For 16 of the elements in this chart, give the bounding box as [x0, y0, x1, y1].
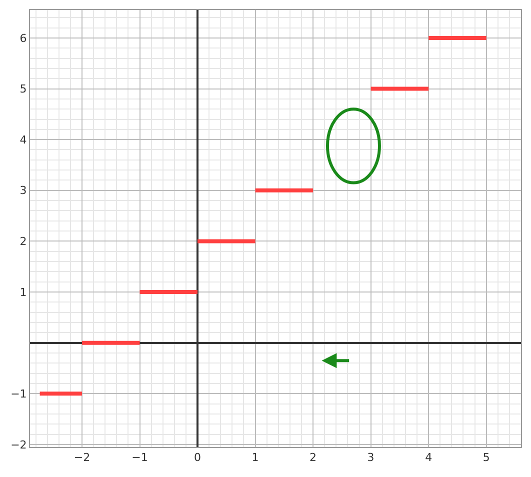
y-tick-label: 5 — [20, 82, 27, 96]
x-tick-label: 0 — [194, 451, 202, 464]
y-tick-label: −2 — [10, 438, 27, 452]
y-tick-label: 6 — [20, 32, 27, 45]
y-tick-label: 3 — [20, 184, 27, 198]
x-tick-label: 2 — [310, 451, 317, 464]
y-tick-label: 4 — [20, 133, 27, 146]
x-tick-label: 1 — [252, 451, 259, 464]
y-tick-label: −1 — [10, 388, 27, 400]
y-tick-label: 2 — [20, 235, 27, 248]
x-tick-label: −1 — [132, 451, 148, 464]
y-tick-label: 1 — [20, 286, 27, 299]
x-tick-label: 3 — [367, 451, 374, 464]
x-tick-label: 5 — [482, 451, 490, 464]
x-tick-label: 4 — [425, 451, 432, 464]
x-tick-label: −2 — [74, 451, 90, 464]
